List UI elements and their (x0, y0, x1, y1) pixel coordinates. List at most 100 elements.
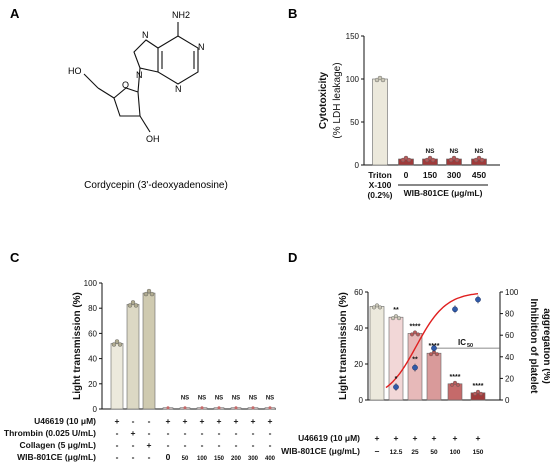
panel-c-point (166, 406, 170, 410)
panel-c-point (200, 406, 204, 410)
panel-c-point (130, 300, 136, 305)
panel-c-point (114, 339, 120, 344)
panel-letter-a: A (10, 6, 20, 21)
atom-n7: N (142, 30, 149, 40)
panel-c-point (143, 291, 149, 297)
panel-b-x-tick-label: X-100 (369, 180, 392, 190)
panel-d-bar-point (473, 391, 478, 396)
panel-d-y2-tick-label: 0 (505, 396, 510, 405)
panel-c-condition-mark: 100 (197, 456, 208, 462)
panel-b-y-tick-label: 100 (346, 75, 360, 84)
panel-letter-c: C (10, 250, 20, 265)
panel-c-condition-label: Thrombin (0.025 U/mL) (4, 428, 96, 438)
panel-d-inhibition-point (452, 306, 458, 313)
panel-b-bar (372, 78, 388, 166)
panel-b-point (403, 155, 409, 161)
panel-d-condition-mark: + (394, 433, 399, 443)
panel-c-condition-mark: - (252, 440, 255, 450)
panel-d-y2-tick-label: 80 (505, 310, 514, 319)
panel-c-significance: NS (181, 396, 189, 402)
panel-d-y-label: Light transmission (%) (338, 292, 349, 400)
panel-d-ic50-subscript: 50 (467, 343, 473, 349)
atom-ho: HO (68, 66, 82, 76)
panel-d-y2-tick-label: 60 (505, 331, 514, 340)
panel-d-bar-point (413, 330, 418, 335)
panel-c-condition-mark: + (131, 428, 136, 438)
panel-c-condition-mark: - (184, 440, 187, 450)
panel-c-condition-mark: - (252, 428, 255, 438)
panel-b-group-label: WIB-801CE (μg/mL) (404, 188, 483, 198)
panel-d-bar (426, 352, 442, 401)
panel-c-condition-label: WIB-801CE (μg/mL) (17, 452, 96, 462)
panel-b-point (451, 155, 457, 161)
panel-d-ic50-label: IC (458, 338, 466, 347)
atom-n3: N (175, 84, 182, 94)
panel-b-point (476, 155, 482, 161)
panel-c-condition-mark: - (201, 440, 204, 450)
panel-c-condition-mark: + (217, 416, 222, 426)
panel-c-condition-mark: + (251, 416, 256, 426)
panel-d-condition-mark: + (413, 433, 418, 443)
panel-d-bar-significance: ** (393, 307, 399, 314)
panel-d-bar-significance: **** (450, 374, 461, 381)
panel-b-x-tick-label: (0.2%) (367, 190, 392, 200)
panel-c-y-tick-label: 100 (84, 279, 98, 288)
panel-d-y2-tick-label: 100 (505, 288, 519, 297)
panel-d-curve (385, 293, 479, 389)
panel-c-significance: NS (215, 396, 223, 402)
panel-c-condition-mark: + (234, 416, 239, 426)
panel-c-y-tick-label: 20 (88, 380, 97, 389)
panel-c-y-label: Light transmission (%) (72, 292, 83, 400)
panel-b-point (400, 157, 406, 163)
panel-c-condition-mark: + (115, 416, 120, 426)
panel-c-significance: NS (249, 396, 257, 402)
panel-c-condition-mark: 0 (166, 452, 171, 462)
panel-d-chart: 0 20 40 60 0 20 40 60 80 100 Light transmission (%… (281, 288, 550, 456)
atom-oh: OH (146, 134, 160, 144)
panel-c-condition-mark: - (148, 416, 151, 426)
panel-c-condition-mark: - (148, 428, 151, 438)
panel-c-significance: NS (232, 396, 240, 402)
panel-c-condition-mark: - (218, 440, 221, 450)
panel-d-inhibition-point (393, 384, 399, 390)
panel-c-condition-mark: + (268, 416, 273, 426)
panel-d-condition-mark: 12.5 (390, 449, 403, 456)
panel-c-condition-mark: 150 (214, 456, 225, 462)
panel-c-condition-mark: - (167, 428, 170, 438)
panel-c-bar (110, 343, 124, 410)
panel-d-bar-point (416, 332, 421, 337)
panel-c-bar (126, 304, 140, 410)
panel-d-point-significance: * (395, 376, 398, 383)
panel-d-y2-label: Inhibition of platelet (528, 299, 539, 395)
panel-c-point (234, 406, 238, 410)
panel-b-point (424, 157, 430, 163)
atom-o-ring: O (122, 80, 129, 90)
panel-b-point (377, 75, 383, 81)
panel-d-condition-mark: + (432, 433, 437, 443)
panel-c-point (146, 288, 152, 294)
atom-n1: N (198, 42, 205, 52)
panel-d-bar-significance: **** (410, 323, 421, 330)
panel-c-y-tick-label: 0 (93, 405, 98, 414)
panel-d-bar-point (391, 316, 396, 321)
panel-c-condition-mark: - (132, 416, 135, 426)
panel-d-bar-point (429, 352, 434, 357)
panel-d-bar-point (476, 389, 481, 394)
panel-c-condition-mark: 400 (265, 456, 276, 462)
panel-letter-d: D (288, 250, 297, 265)
panel-c-condition-mark: 300 (248, 456, 259, 462)
panel-d-y-tick-label: 0 (359, 396, 364, 405)
panel-d-bar-point (410, 332, 415, 337)
panel-d-point-significance: ** (412, 357, 418, 364)
panel-d-condition-mark: + (476, 433, 481, 443)
panel-b-point (430, 157, 436, 163)
panel-c-condition-mark: - (269, 428, 272, 438)
panel-c-y-tick-label: 80 (88, 304, 97, 313)
panel-b-point (448, 157, 454, 163)
panel-c-condition-mark: 200 (231, 456, 242, 462)
panel-b-y-tick-label: 150 (346, 32, 360, 41)
panel-c-condition-mark: - (167, 440, 170, 450)
panel-d-condition-mark: 100 (450, 449, 461, 456)
